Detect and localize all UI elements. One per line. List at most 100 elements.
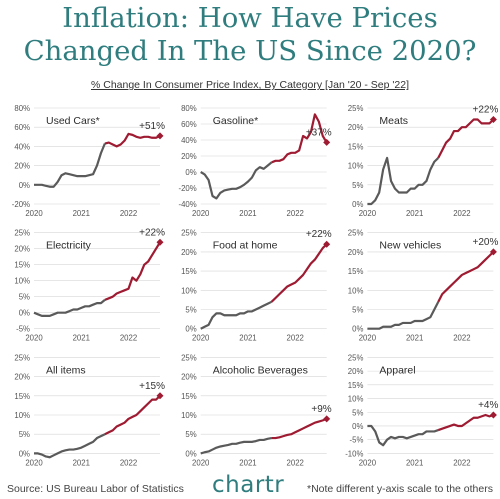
y-tick-label: 80% [181,104,197,113]
end-point-marker [489,411,497,419]
y-tick-label: 5% [19,293,30,302]
y-tick-label: 20% [348,367,364,376]
panel-title: New vehicles [379,240,441,252]
x-tick-label: 2022 [287,458,304,467]
series-line-early [34,143,106,188]
y-tick-label: 5% [352,408,363,417]
chart-title-line1: Inflation: How Have Prices [62,2,438,34]
y-tick-label: 25% [181,353,197,362]
end-value-label: +15% [139,381,165,392]
y-tick-label: 20% [14,373,30,382]
y-tick-label: 15% [181,392,197,401]
chart-title-line2: Changed In The US Since 2020? [23,35,477,67]
x-tick-label: 2021 [73,209,90,218]
panel-5: 25% 20% 15% 10% 5% 0%2020 2021 2022 Food at home… [181,229,332,343]
end-value-label: +22% [473,105,499,116]
y-tick-label: -10% [345,449,363,458]
source-note: Source: US Bureau Labor of Statistics [7,483,184,495]
end-point-marker [323,240,331,248]
y-tick-label: 0% [352,200,363,209]
y-tick-label: 5% [352,306,363,315]
y-tick-label: 10% [14,411,30,420]
series-line-early [200,436,272,455]
y-tick-label: 20% [181,152,197,161]
end-point-marker [323,415,331,423]
x-tick-label: 2020 [359,458,377,467]
end-value-label: +51% [139,121,165,132]
y-tick-label: 0% [185,168,196,177]
x-tick-label: 2022 [120,209,137,218]
y-tick-label: 0% [19,309,30,318]
y-tick-label: 25% [348,353,364,362]
panel-3: 25% 20% 15% 10% 5% 0%2020 2021 2022 Meats +22% [348,104,499,218]
x-tick-label: 2021 [406,458,423,467]
y-tick-label: 25% [14,229,30,238]
y-tick-label: 60% [181,120,197,129]
series-line-recent [437,413,494,432]
y-tick-label: 25% [181,229,197,238]
y-tick-label: 25% [14,353,30,362]
panel-1: 80% 60% 40% 20% 0% -20%2020 2021 2022 Used Cars*… [12,104,165,218]
x-tick-label: 2020 [192,334,210,343]
y-tick-label: 20% [14,162,30,171]
end-point-marker [156,392,164,400]
series-line-recent [437,251,495,303]
end-value-label: +37% [306,127,332,138]
series-line-recent [271,113,328,164]
series-line-recent [104,241,161,301]
chart-subtitle: % Change In Consumer Price Index, By Cat… [90,79,409,91]
y-tick-label: 20% [14,245,30,254]
series-line-early [34,433,106,459]
y-tick-label: 10% [348,162,364,171]
x-tick-label: 2021 [239,209,256,218]
y-tick-label: 15% [14,392,30,401]
x-tick-label: 2021 [73,458,90,467]
x-tick-label: 2020 [192,209,210,218]
y-tick-label: 20% [181,373,197,382]
panel-title: Meats [379,115,408,127]
y-tick-label: 40% [181,136,197,145]
y-tick-label: 25% [348,104,364,113]
end-point-marker [489,248,497,256]
y-tick-label: 80% [14,104,30,113]
end-value-label: +22% [139,227,165,238]
y-tick-label: -40% [178,200,196,209]
panel-4: 25% 20% 15% 10% 5% 0% -5%2020 2021 2022 Electrici… [14,227,165,342]
x-tick-label: 2021 [406,209,423,218]
chart-title: Inflation: How Have Prices Changed In Th… [0,2,500,68]
x-tick-label: 2022 [453,334,470,343]
panel-7: 25% 20% 15% 10% 5% 0%2020 2021 2022 All items +15… [14,353,165,467]
end-value-label: +20% [473,237,499,248]
y-tick-label: 0% [352,325,363,334]
y-tick-label: 10% [181,286,197,295]
x-tick-label: 2022 [453,458,470,467]
y-tick-label: 10% [348,286,364,295]
y-tick-label: 5% [185,306,196,315]
panel-title: Gasoline* [213,115,259,127]
y-tick-label: 15% [14,261,30,270]
x-tick-label: 2020 [25,334,43,343]
panel-title: Electricity [46,240,92,252]
series-line-early [200,161,273,200]
panel-8: 25% 20% 15% 10% 5% 0%2020 2021 2022 Alcoholic Be… [181,353,332,467]
panel-6: 25% 20% 15% 10% 5% 0%2020 2021 2022 New vehicles… [348,229,499,343]
y-tick-label: 0% [352,422,363,431]
y-tick-label: 60% [14,123,30,132]
y-tick-label: 0% [19,181,30,190]
end-point-marker [489,116,497,124]
series-line-early [367,424,439,447]
x-tick-label: 2021 [73,334,90,343]
end-value-label: +22% [306,229,332,240]
end-point-marker [156,238,164,246]
y-tick-label: -5% [16,325,30,334]
series-line-recent [270,243,328,303]
x-tick-label: 2020 [192,458,210,467]
end-point-marker [323,138,331,146]
y-tick-label: 5% [19,430,30,439]
panel-9: 25% 20% 15% 10% 5% 0% -5% -10%2020 2021 2022 Appar… [345,353,498,467]
y-tick-label: 20% [181,248,197,257]
y-tick-label: 5% [352,181,363,190]
series-line-early [367,301,440,330]
series-line-early [33,299,106,317]
